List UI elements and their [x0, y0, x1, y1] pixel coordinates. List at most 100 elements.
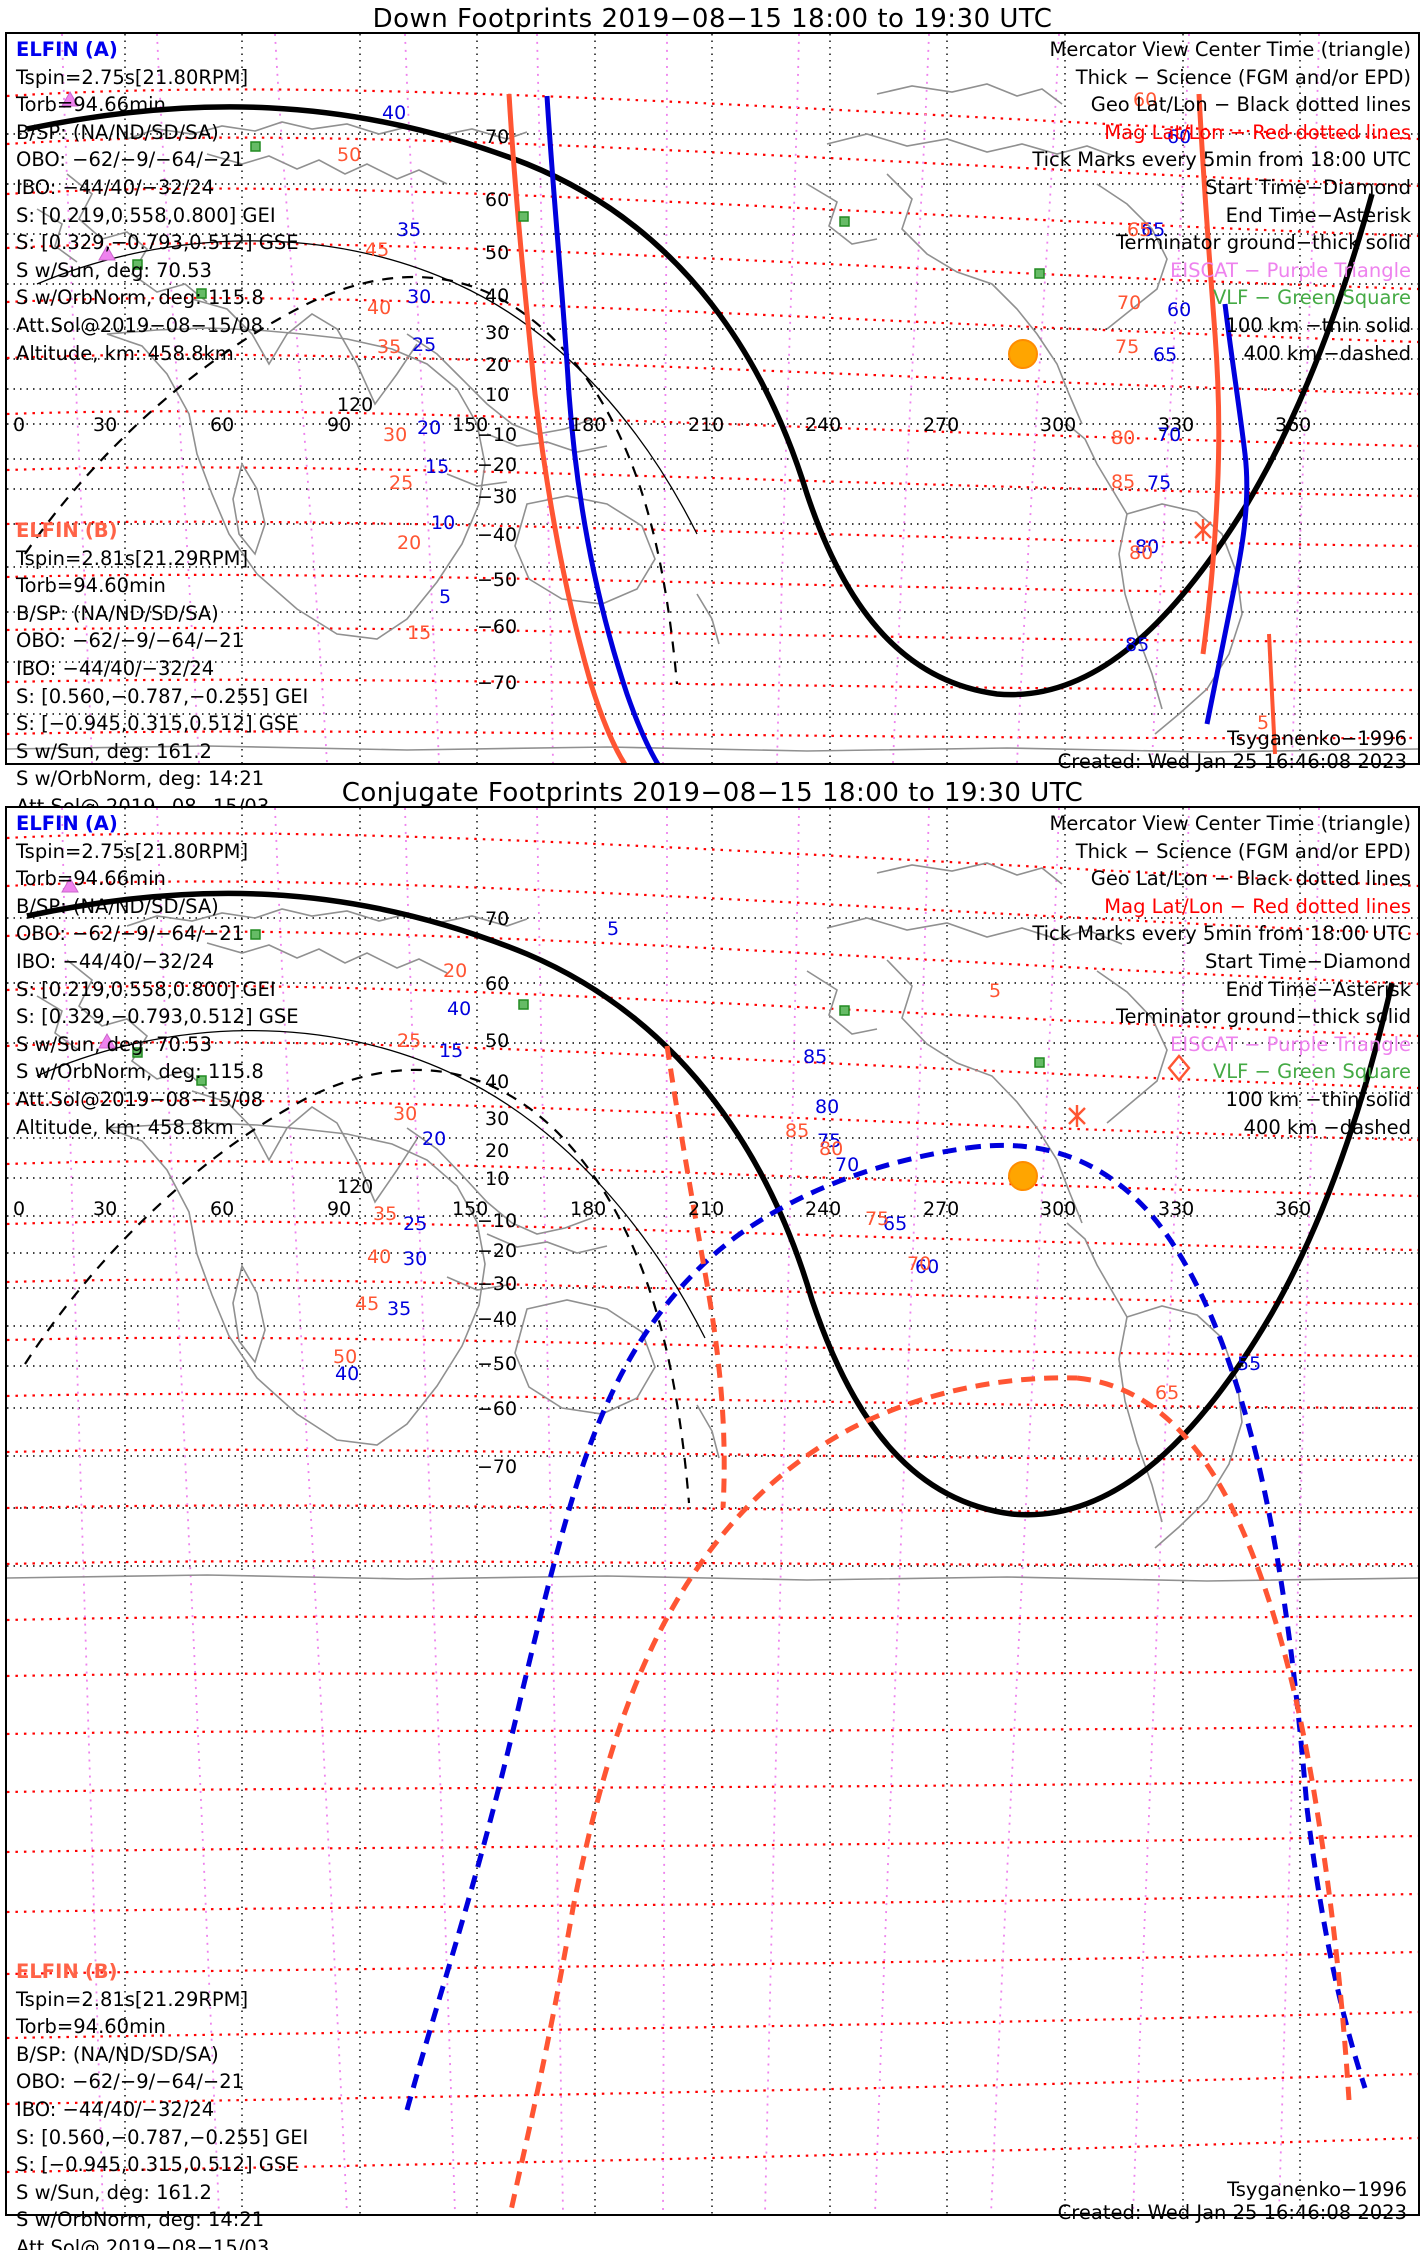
b-tick-50-1: 50 [337, 144, 362, 166]
elfin-b-track-2 [507, 1375, 1078, 2214]
y-tick-60: 60 [485, 189, 510, 211]
b2-tick-5: 5 [989, 980, 1002, 1002]
y2-tick-m30: −30 [477, 1273, 518, 1295]
a2-tick-35: 35 [387, 1298, 412, 1320]
b2-tick-20: 20 [443, 960, 468, 982]
b2-tick-70: 70 [907, 1253, 932, 1275]
panel-2-title: Conjugate Footprints 2019−08−15 18:00 to… [341, 778, 1084, 808]
y2-tick-10: 10 [485, 1168, 510, 1190]
y-tick-40: 40 [485, 285, 510, 307]
b-tick-45-1: 45 [365, 239, 390, 261]
x2-tick-300: 300 [1040, 1198, 1077, 1220]
y2-tick-40: 40 [485, 1071, 510, 1093]
x2-tick-330: 330 [1158, 1198, 1195, 1220]
a-tick-70-1: 70 [1157, 424, 1182, 446]
elfin-a-track-1 [544, 95, 661, 763]
a-tick-60-1: 60 [1167, 126, 1192, 148]
a2-tick-75: 75 [817, 1130, 842, 1152]
y2-tick-m60: −60 [477, 1398, 518, 1420]
y2-tick-m20: −20 [477, 1240, 518, 1262]
y-tick-20: 20 [485, 354, 510, 376]
x-tick-270: 270 [923, 414, 960, 436]
x2-tick-0: 0 [13, 1198, 26, 1220]
a-tick-30-1: 30 [407, 286, 432, 308]
sun-marker-1 [1008, 339, 1038, 369]
y2-tick-m40: −40 [477, 1308, 518, 1330]
a2-tick-80: 80 [815, 1096, 840, 1118]
y2-tick-50: 50 [485, 1030, 510, 1052]
y-tick-m20: −20 [477, 454, 518, 476]
a2-tick-5: 5 [607, 918, 620, 940]
end-asterisk-1 [1194, 519, 1212, 541]
a-tick-15-1: 15 [425, 456, 450, 478]
y2-tick-30: 30 [485, 1108, 510, 1130]
b2-tick-80: 80 [819, 1138, 844, 1160]
a-tick-5-1: 5 [439, 586, 452, 608]
b2-tick-75: 75 [865, 1208, 890, 1230]
b-tick-85-1: 85 [1111, 471, 1136, 493]
map-1: 0 30 60 90 120 120 120 150 180 210 240 2… [5, 32, 1420, 765]
panel-1-title: Down Footprints 2019−08−15 18:00 to 19:3… [372, 4, 1053, 34]
a2-tick-20: 20 [422, 1128, 447, 1150]
b-tick-5-1: 5 [1257, 712, 1270, 734]
a2-tick-55: 55 [1237, 1353, 1262, 1375]
x2-tick-150: 150 [452, 1198, 489, 1220]
y-tick-m30: −30 [477, 486, 518, 508]
y-tick-m60: −60 [477, 616, 518, 638]
x-tick-90: 90 [327, 414, 352, 436]
a-tick-85-1: 85 [1125, 634, 1150, 656]
b2-tick-50: 50 [333, 1346, 358, 1368]
x2-tick-60: 60 [210, 1198, 235, 1220]
a-tick-60b-1: 60 [1167, 299, 1192, 321]
x2-tick-240: 240 [805, 1198, 842, 1220]
model-label-1: Tsyganenko−1996 [1227, 727, 1407, 750]
y-tick-10: 10 [485, 384, 510, 406]
x-tick-210: 210 [688, 414, 725, 436]
a2-tick-30: 30 [403, 1248, 428, 1270]
sun-marker-2 [1008, 1161, 1038, 1191]
a2-tick-85: 85 [803, 1046, 828, 1068]
x-tick-30: 30 [93, 414, 118, 436]
y-tick-m40: −40 [477, 524, 518, 546]
x-tick-300: 300 [1040, 414, 1077, 436]
x2-tick-210: 210 [688, 1198, 725, 1220]
x2-tick-360: 360 [1275, 1198, 1312, 1220]
b-tick-80-1: 80 [1111, 427, 1136, 449]
b-tick-25-1: 25 [389, 472, 414, 494]
b2-tick-45: 45 [355, 1293, 380, 1315]
y2-tick-20: 20 [485, 1140, 510, 1162]
a-tick-25-1: 25 [412, 334, 437, 356]
x-tick-60: 60 [210, 414, 235, 436]
b-tick-15-1: 15 [407, 622, 432, 644]
model-label-2: Tsyganenko−1996 [1227, 2178, 1407, 2201]
a-tick-10-1: 10 [431, 512, 456, 534]
x-tick-330: 330 [1158, 414, 1195, 436]
y2-tick-m50: −50 [477, 1353, 518, 1375]
b-tick-60-1: 60 [1133, 89, 1158, 111]
a2-tick-65: 65 [883, 1213, 908, 1235]
a-tick-20-1: 20 [417, 417, 442, 439]
a-tick-75-1: 75 [1147, 472, 1172, 494]
x2-tick-180: 180 [570, 1198, 607, 1220]
b2-tick-35: 35 [373, 1203, 398, 1225]
b-tick-70-1: 70 [1117, 292, 1142, 314]
a-tick-65-1: 65 [1153, 344, 1178, 366]
b-tick-35-1: 35 [377, 336, 402, 358]
b2-tick-65: 65 [1155, 1382, 1180, 1404]
y-tick-70: 70 [485, 126, 510, 148]
x-tick-180: 180 [570, 414, 607, 436]
x2-tick-90: 90 [327, 1198, 352, 1220]
y-tick-m10: −10 [477, 424, 518, 446]
a-tick-80-1: 80 [1135, 536, 1160, 558]
x-tick-120c: 120 [337, 394, 374, 416]
b2-line-9: Att.Sol@ 2019−08−15/03 [16, 2235, 270, 2250]
b-tick-20-1: 20 [397, 532, 422, 554]
y2-tick-70: 70 [485, 908, 510, 930]
b2-tick-25: 25 [397, 1030, 422, 1052]
b-tick-75-1: 75 [1115, 336, 1140, 358]
y2-tick-m10: −10 [477, 1210, 518, 1232]
a-tick-35-1: 35 [397, 219, 422, 241]
terminator-line-2 [26, 890, 1395, 1518]
a2-tick-15: 15 [439, 1040, 464, 1062]
